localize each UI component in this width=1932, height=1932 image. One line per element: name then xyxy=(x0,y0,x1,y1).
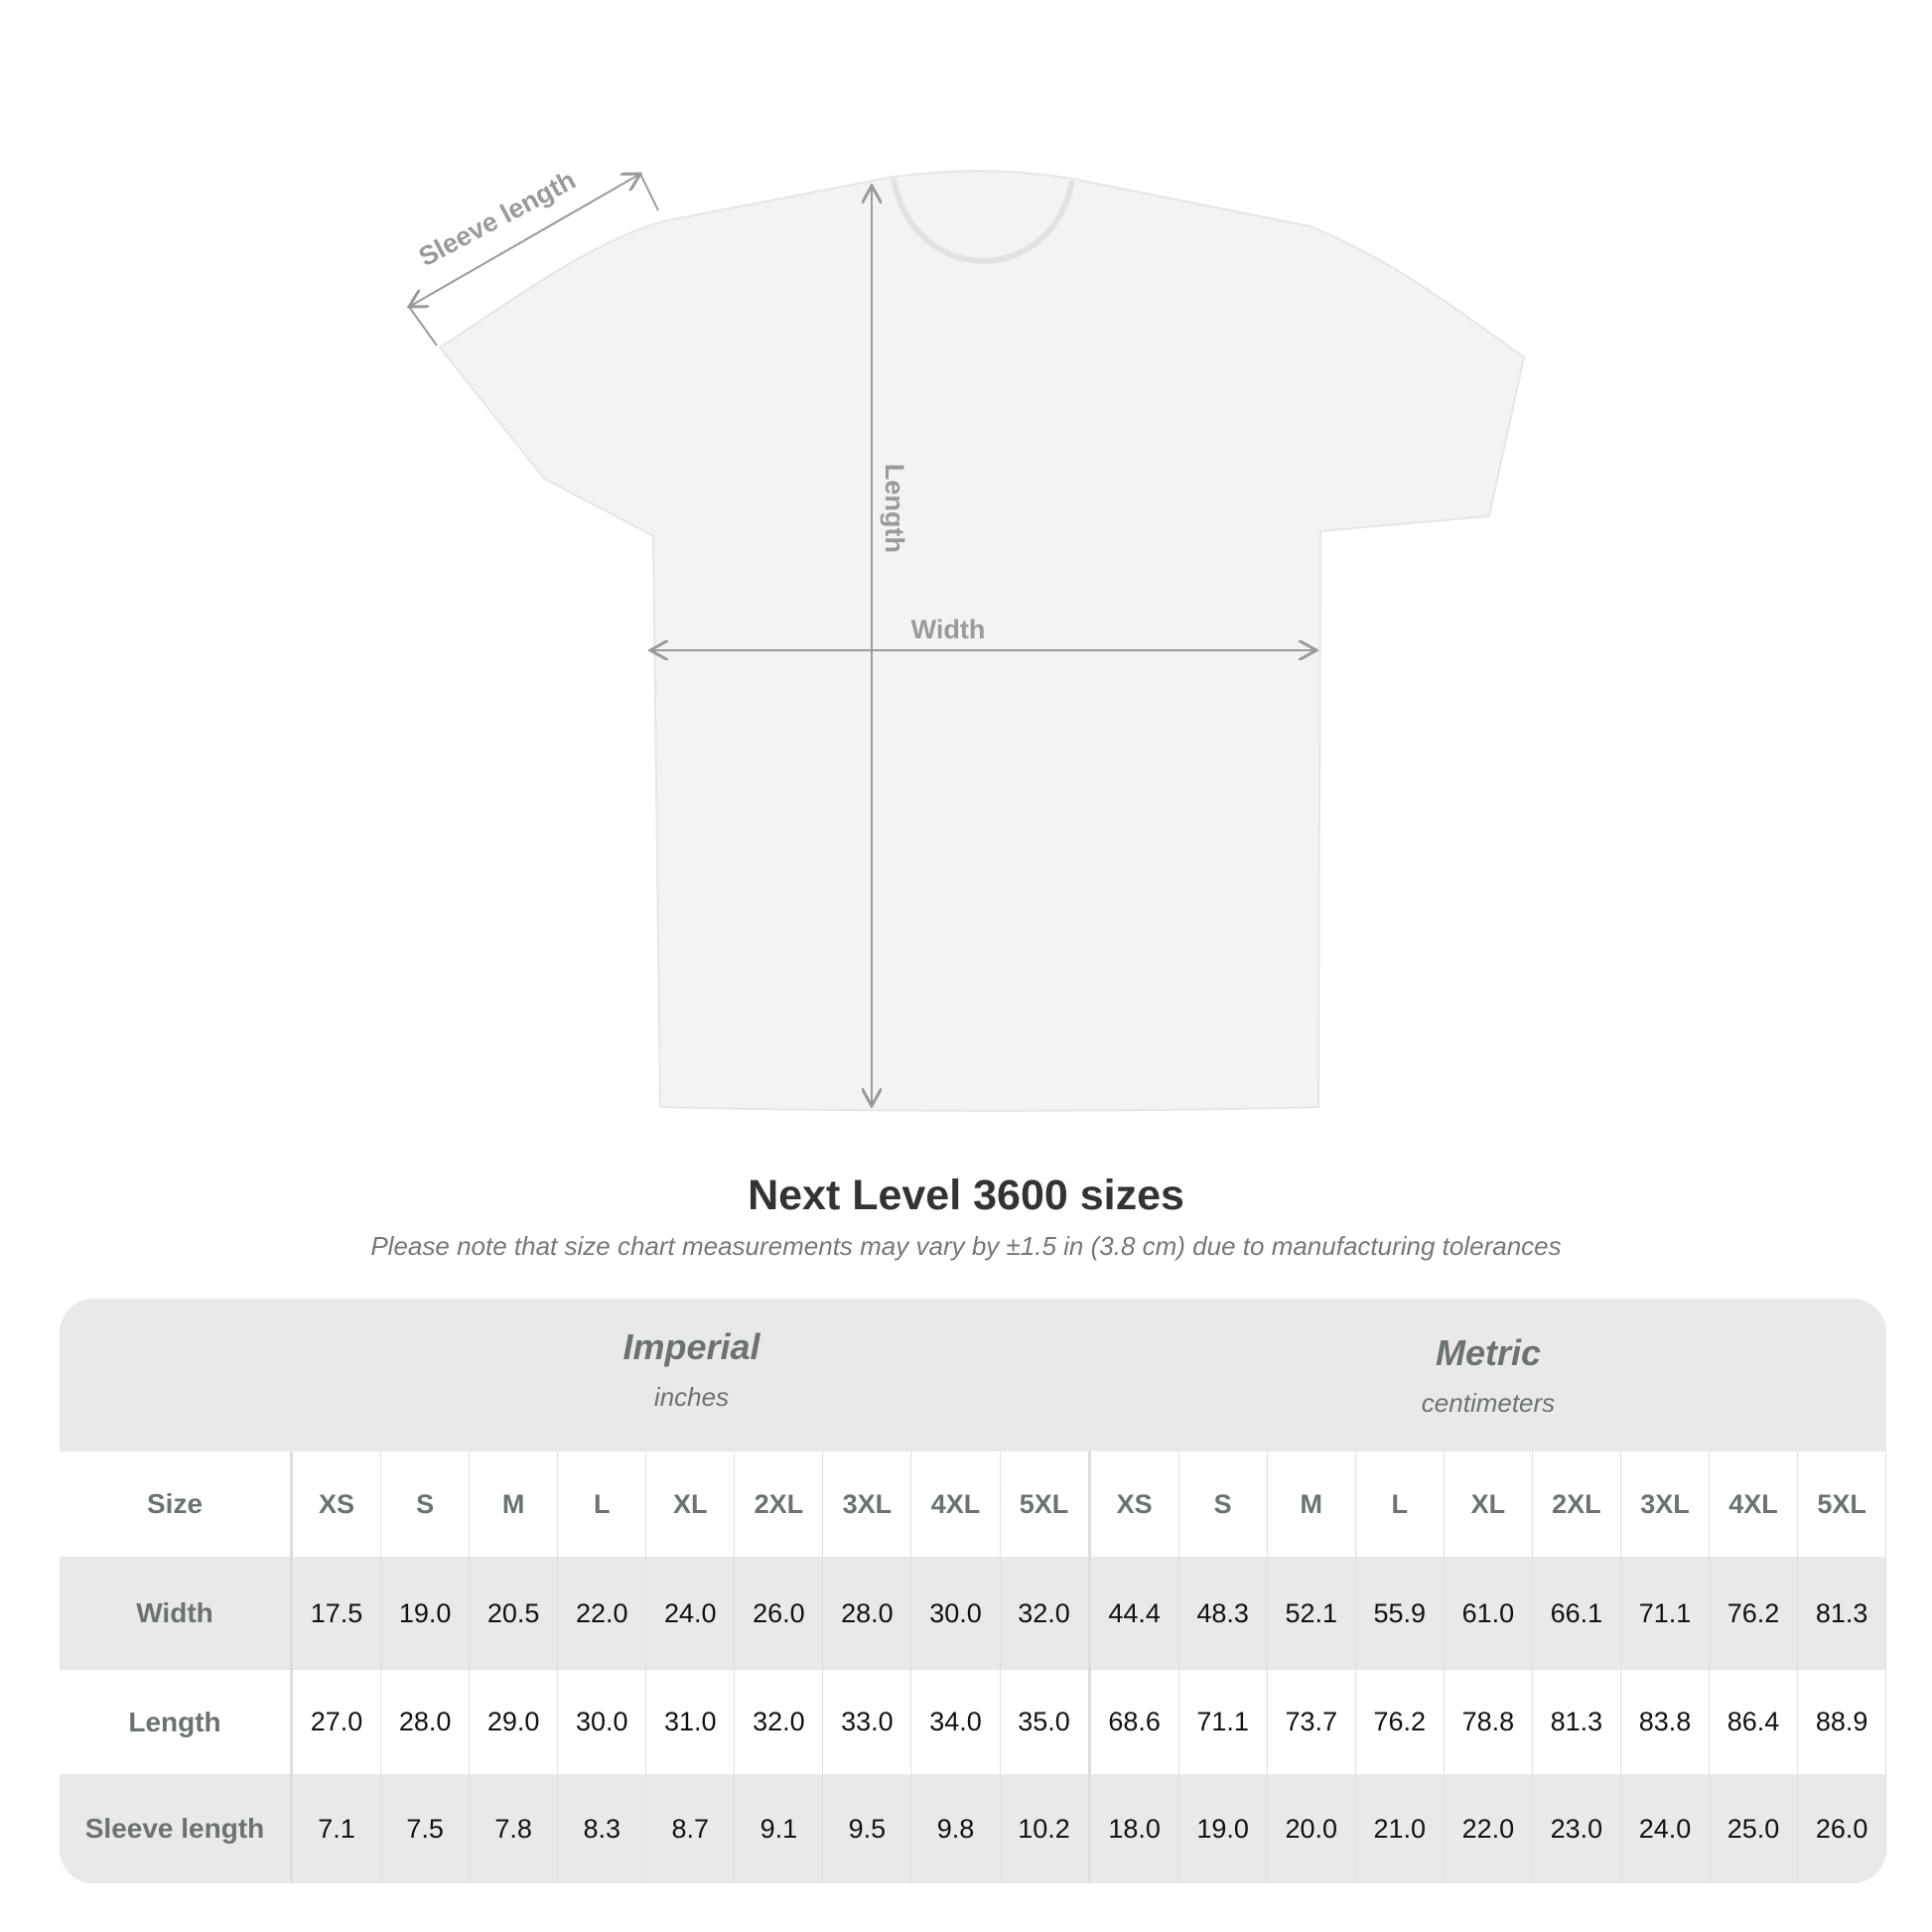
cell-metric: 61.0 xyxy=(1445,1557,1533,1670)
cell-imperial: 31.0 xyxy=(646,1670,736,1774)
cell-metric: 22.0 xyxy=(1445,1774,1533,1883)
size-header-imperial: 3XL xyxy=(823,1451,912,1557)
cell-imperial: 33.0 xyxy=(823,1670,912,1774)
cell-metric: 52.1 xyxy=(1268,1557,1356,1670)
cell-imperial: 30.0 xyxy=(558,1670,647,1774)
size-header-metric: L xyxy=(1356,1451,1445,1557)
size-header-metric: M xyxy=(1268,1451,1356,1557)
cell-imperial: 32.0 xyxy=(1001,1557,1091,1670)
cell-imperial: 27.0 xyxy=(293,1670,382,1774)
cell-metric: 21.0 xyxy=(1356,1774,1445,1883)
cell-metric: 76.2 xyxy=(1356,1670,1445,1774)
cell-metric: 86.4 xyxy=(1710,1670,1799,1774)
cell-metric: 48.3 xyxy=(1179,1557,1268,1670)
imperial-header: Imperial inches xyxy=(293,1326,1090,1413)
size-header-metric: 3XL xyxy=(1621,1451,1710,1557)
cell-imperial: 32.0 xyxy=(735,1670,824,1774)
size-header-metric: 5XL xyxy=(1798,1451,1886,1557)
tshirt-diagram: Sleeve length Length Width xyxy=(0,165,1526,1112)
size-header-imperial: S xyxy=(381,1451,471,1557)
cell-imperial: 17.5 xyxy=(293,1557,382,1670)
cell-imperial: 8.3 xyxy=(558,1774,647,1883)
sleeve-tick xyxy=(639,173,659,211)
cell-metric: 55.9 xyxy=(1356,1557,1445,1670)
size-table: Imperial inches Metric centimeters Size X… xyxy=(60,1299,1886,1883)
row-label: Size xyxy=(60,1451,293,1557)
cell-imperial: 35.0 xyxy=(1001,1670,1091,1774)
size-header-imperial: M xyxy=(470,1451,559,1557)
cell-metric: 20.0 xyxy=(1268,1774,1356,1883)
cell-metric: 81.3 xyxy=(1798,1557,1886,1670)
sleeve-arrow xyxy=(409,174,640,307)
cell-imperial: 28.0 xyxy=(823,1557,912,1670)
cell-imperial: 9.1 xyxy=(735,1774,824,1883)
cell-imperial: 7.1 xyxy=(293,1774,382,1883)
length-label: Length xyxy=(880,464,909,553)
size-header-row: Size XS S M L XL 2XL 3XL 4XL 5XL XS S M L XL 2XL 3XL 4XL 5… xyxy=(60,1451,1886,1557)
size-header-imperial: XL xyxy=(646,1451,736,1557)
cell-metric: 66.1 xyxy=(1533,1557,1621,1670)
row-label: Width xyxy=(60,1557,293,1670)
cell-metric: 19.0 xyxy=(1179,1774,1268,1883)
cell-imperial: 10.2 xyxy=(1001,1774,1091,1883)
cell-metric: 23.0 xyxy=(1533,1774,1621,1883)
size-header-imperial: 5XL xyxy=(1001,1451,1091,1557)
cell-metric: 81.3 xyxy=(1533,1670,1621,1774)
cell-metric: 71.1 xyxy=(1621,1557,1710,1670)
cell-imperial: 26.0 xyxy=(735,1557,824,1670)
cell-metric: 26.0 xyxy=(1798,1774,1886,1883)
cell-imperial: 28.0 xyxy=(381,1670,471,1774)
size-header-imperial: XS xyxy=(293,1451,382,1557)
cell-metric: 88.9 xyxy=(1798,1670,1886,1774)
width-label: Width xyxy=(911,615,986,644)
row-label: Sleeve length xyxy=(60,1774,293,1883)
cell-metric: 25.0 xyxy=(1710,1774,1799,1883)
table-row: Length 27.0 28.0 29.0 30.0 31.0 32.0 33.0 34.0 35… xyxy=(60,1670,1886,1774)
unit-header: Imperial inches Metric centimeters xyxy=(60,1299,1886,1451)
cell-imperial: 8.7 xyxy=(646,1774,736,1883)
size-header-metric: 2XL xyxy=(1533,1451,1621,1557)
cell-imperial: 30.0 xyxy=(911,1557,1001,1670)
size-header-imperial: L xyxy=(558,1451,647,1557)
size-header-imperial: 2XL xyxy=(735,1451,824,1557)
imperial-title: Imperial xyxy=(622,1326,760,1367)
tolerance-note: Please note that size chart measurements… xyxy=(370,1231,1562,1261)
table-row: Width 17.5 19.0 20.5 22.0 24.0 26.0 28.0 30.0 32.… xyxy=(60,1557,1886,1670)
cell-imperial: 7.5 xyxy=(381,1774,471,1883)
collar xyxy=(891,178,1075,264)
cell-metric: 68.6 xyxy=(1091,1670,1179,1774)
size-header-metric: XL xyxy=(1445,1451,1533,1557)
cell-imperial: 34.0 xyxy=(911,1670,1001,1774)
imperial-unit: inches xyxy=(653,1382,730,1412)
metric-unit: centimeters xyxy=(1421,1388,1556,1418)
metric-title: Metric xyxy=(1435,1332,1542,1373)
row-label: Length xyxy=(60,1670,293,1774)
table-row: Sleeve length 7.1 7.5 7.8 8.3 8.7 9.1 9.5 9.8 10.… xyxy=(60,1774,1886,1883)
cell-imperial: 24.0 xyxy=(646,1557,736,1670)
cell-metric: 78.8 xyxy=(1445,1670,1533,1774)
size-header-imperial: 4XL xyxy=(911,1451,1001,1557)
sleeve-tick xyxy=(408,306,438,346)
cell-imperial: 9.5 xyxy=(823,1774,912,1883)
cell-imperial: 19.0 xyxy=(381,1557,471,1670)
metric-header: Metric centimeters xyxy=(1090,1332,1886,1419)
cell-imperial: 29.0 xyxy=(470,1670,559,1774)
cell-metric: 44.4 xyxy=(1091,1557,1179,1670)
cell-metric: 24.0 xyxy=(1621,1774,1710,1883)
cell-imperial: 7.8 xyxy=(470,1774,559,1883)
cell-metric: 71.1 xyxy=(1179,1670,1268,1774)
cell-imperial: 22.0 xyxy=(558,1557,647,1670)
cell-metric: 18.0 xyxy=(1091,1774,1179,1883)
cell-metric: 76.2 xyxy=(1710,1557,1799,1670)
cell-metric: 83.8 xyxy=(1621,1670,1710,1774)
cell-imperial: 20.5 xyxy=(470,1557,559,1670)
cell-metric: 73.7 xyxy=(1268,1670,1356,1774)
page-title: Next Level 3600 sizes xyxy=(748,1172,1184,1219)
size-header-metric: 4XL xyxy=(1710,1451,1799,1557)
size-header-metric: XS xyxy=(1091,1451,1179,1557)
size-header-metric: S xyxy=(1179,1451,1268,1557)
cell-imperial: 9.8 xyxy=(911,1774,1001,1883)
